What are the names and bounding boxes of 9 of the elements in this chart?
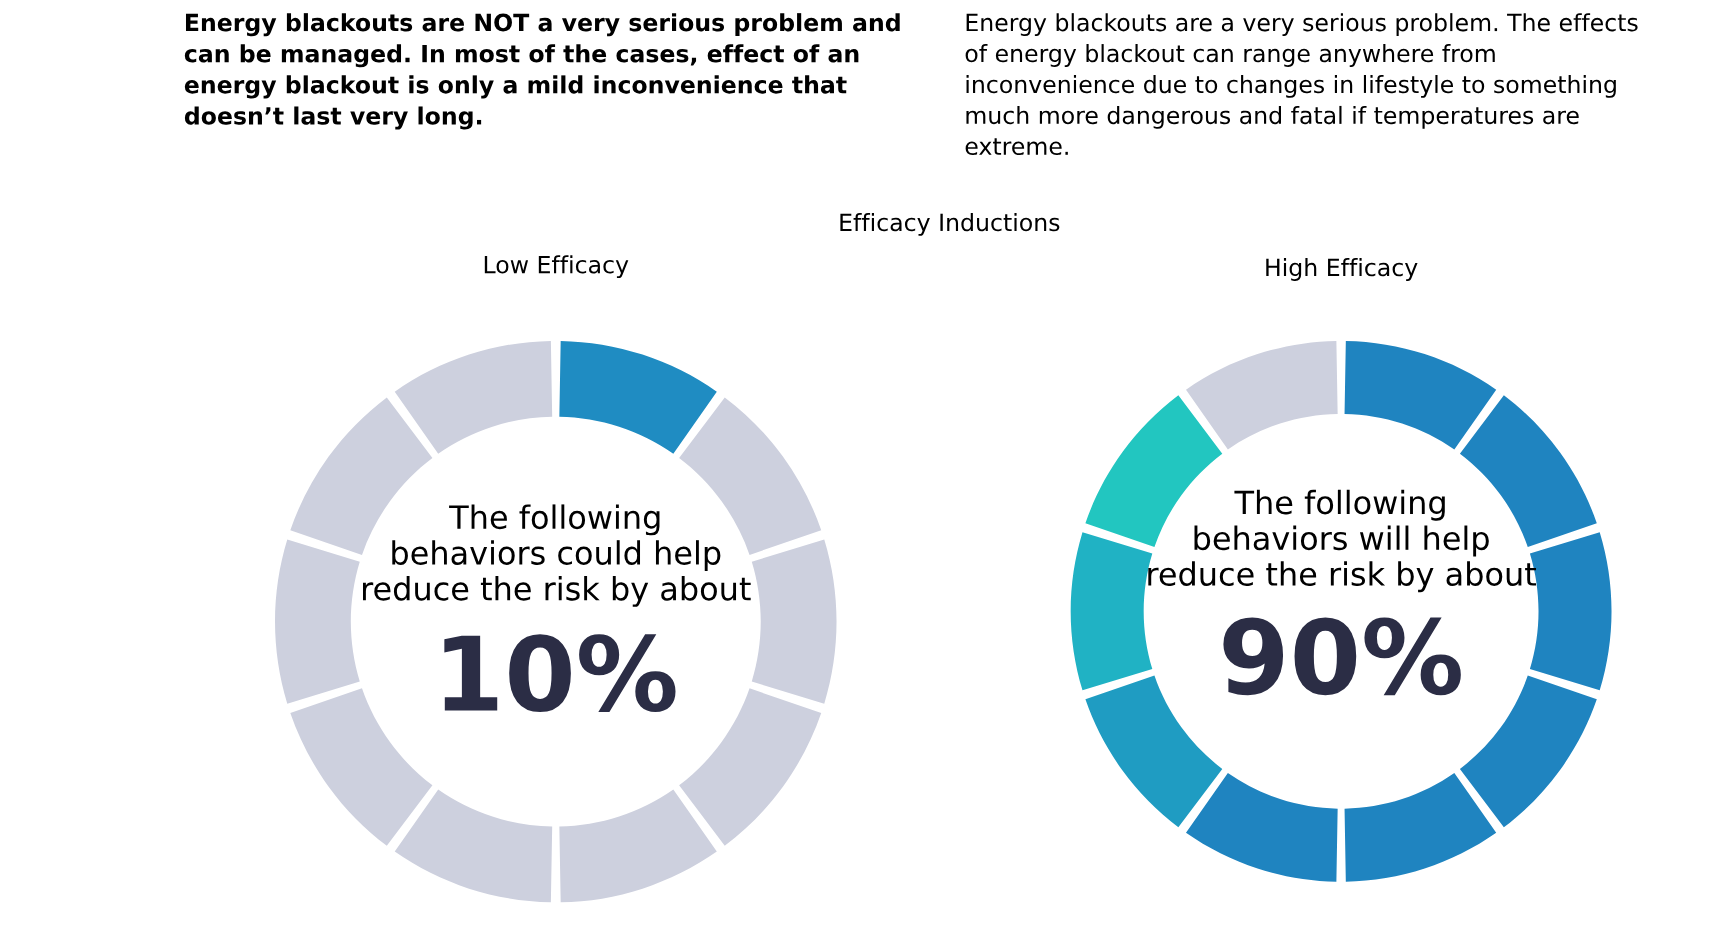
text: Energy blackouts are a very serious problem. The effects of energy blackout can range anywhere from inconvenience due to changes in lifestyle to something much more dangerous and fatal if temperatures are extreme. <box>965 13 1638 156</box>
text: Energy blackouts are NOT a very serious problem and can be managed. In most of the cases, effect of an energy blackout is only a mild inconvenience that doesn’t last very long. <box>184 13 900 130</box>
text: 10% <box>444 634 676 713</box>
text: The following behaviors could help reduce the risk by about <box>363 504 751 607</box>
chart-title: Low Efficacy <box>484 255 629 279</box>
chart-title: High Efficacy <box>1266 258 1418 281</box>
text: The following behaviors will help reduce the risk by about <box>1148 489 1537 593</box>
text: 90% <box>1223 617 1461 696</box>
text: Efficacy Inductions <box>840 213 1060 236</box>
